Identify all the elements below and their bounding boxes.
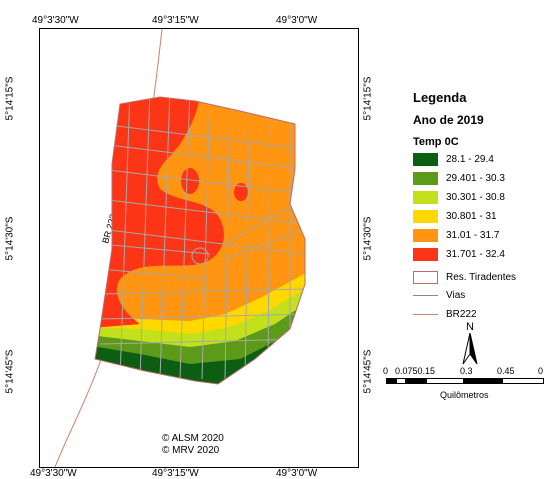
legend-swatch <box>413 172 438 185</box>
scale-tick-label: 0.3 <box>460 366 473 376</box>
br222-line-symbol <box>413 314 438 315</box>
map-canvas[interactable]: BR 222 <box>40 29 358 467</box>
graticule-right-label: 5°14'15"S <box>362 76 374 121</box>
zone-31-7 <box>95 97 224 329</box>
legend-label: 31.01 - 31.7 <box>446 230 500 241</box>
north-label: N <box>466 321 474 333</box>
graticule-left-label: 5°14'15"S <box>4 76 16 121</box>
copyright-line: © MRV 2020 <box>162 445 220 456</box>
legend-label: Vias <box>446 290 466 301</box>
graticule-top-label: 49°3'0"W <box>276 15 318 26</box>
scale-tick-label: 0 <box>538 366 544 376</box>
graticule-left-label: 5°14'30"S <box>4 216 16 261</box>
roads-grid <box>99 97 305 380</box>
boundary-swatch <box>413 271 438 284</box>
legend-swatch <box>413 248 438 261</box>
graticule-left-label: 5°14'45"S <box>4 349 16 394</box>
scale-bar <box>386 378 544 386</box>
graticule-bottom-label: 49°3'0"W <box>276 468 318 479</box>
legend-label: 31.701 - 32.4 <box>446 249 505 260</box>
scale-tick-label: 0.45 <box>497 366 515 376</box>
graticule-right-label: 5°14'45"S <box>362 349 374 394</box>
legend-title: Legenda <box>413 90 467 105</box>
graticule-bottom-label: 49°3'30"W <box>30 468 77 479</box>
graticule-top-label: 49°3'15"W <box>152 15 199 26</box>
legend-label: 29.401 - 30.3 <box>446 173 505 184</box>
graticule-bottom-label: 49°3'15"W <box>152 468 199 479</box>
legend-subtitle: Ano de 2019 <box>413 113 484 127</box>
copyright-line: © ALSM 2020 <box>162 433 224 444</box>
zone-31-7-spot <box>234 183 248 201</box>
scale-tick-label: 0 <box>383 366 389 376</box>
scale-tick-label: 0.0750.15 <box>395 366 436 376</box>
copyright: © ALSM 2020 © MRV 2020 <box>162 433 224 457</box>
legend-label: 28.1 - 29.4 <box>446 154 494 165</box>
scale-unit-label: Quilômetros <box>440 390 489 400</box>
legend-label: 30.801 - 31 <box>446 211 497 222</box>
zone-31-7-spot <box>181 168 199 194</box>
roads-line-symbol <box>413 295 438 296</box>
legend-label: BR222 <box>446 309 477 320</box>
graticule-top-label: 49°3'30"W <box>32 15 79 26</box>
legend-swatch <box>413 229 438 242</box>
north-arrow-icon: N <box>462 321 478 365</box>
legend-swatch <box>413 191 438 204</box>
legend-variable: Temp 0C <box>413 136 459 148</box>
graticule-right-label: 5°14'30"S <box>362 216 374 261</box>
legend-label: Res. Tiradentes <box>446 272 517 283</box>
legend-label: 30.301 - 30.8 <box>446 192 505 203</box>
res-tiradentes-boundary <box>94 96 306 385</box>
legend-swatch <box>413 153 438 166</box>
legend-swatch <box>413 210 438 223</box>
map-frame[interactable]: BR 222 <box>39 28 359 468</box>
